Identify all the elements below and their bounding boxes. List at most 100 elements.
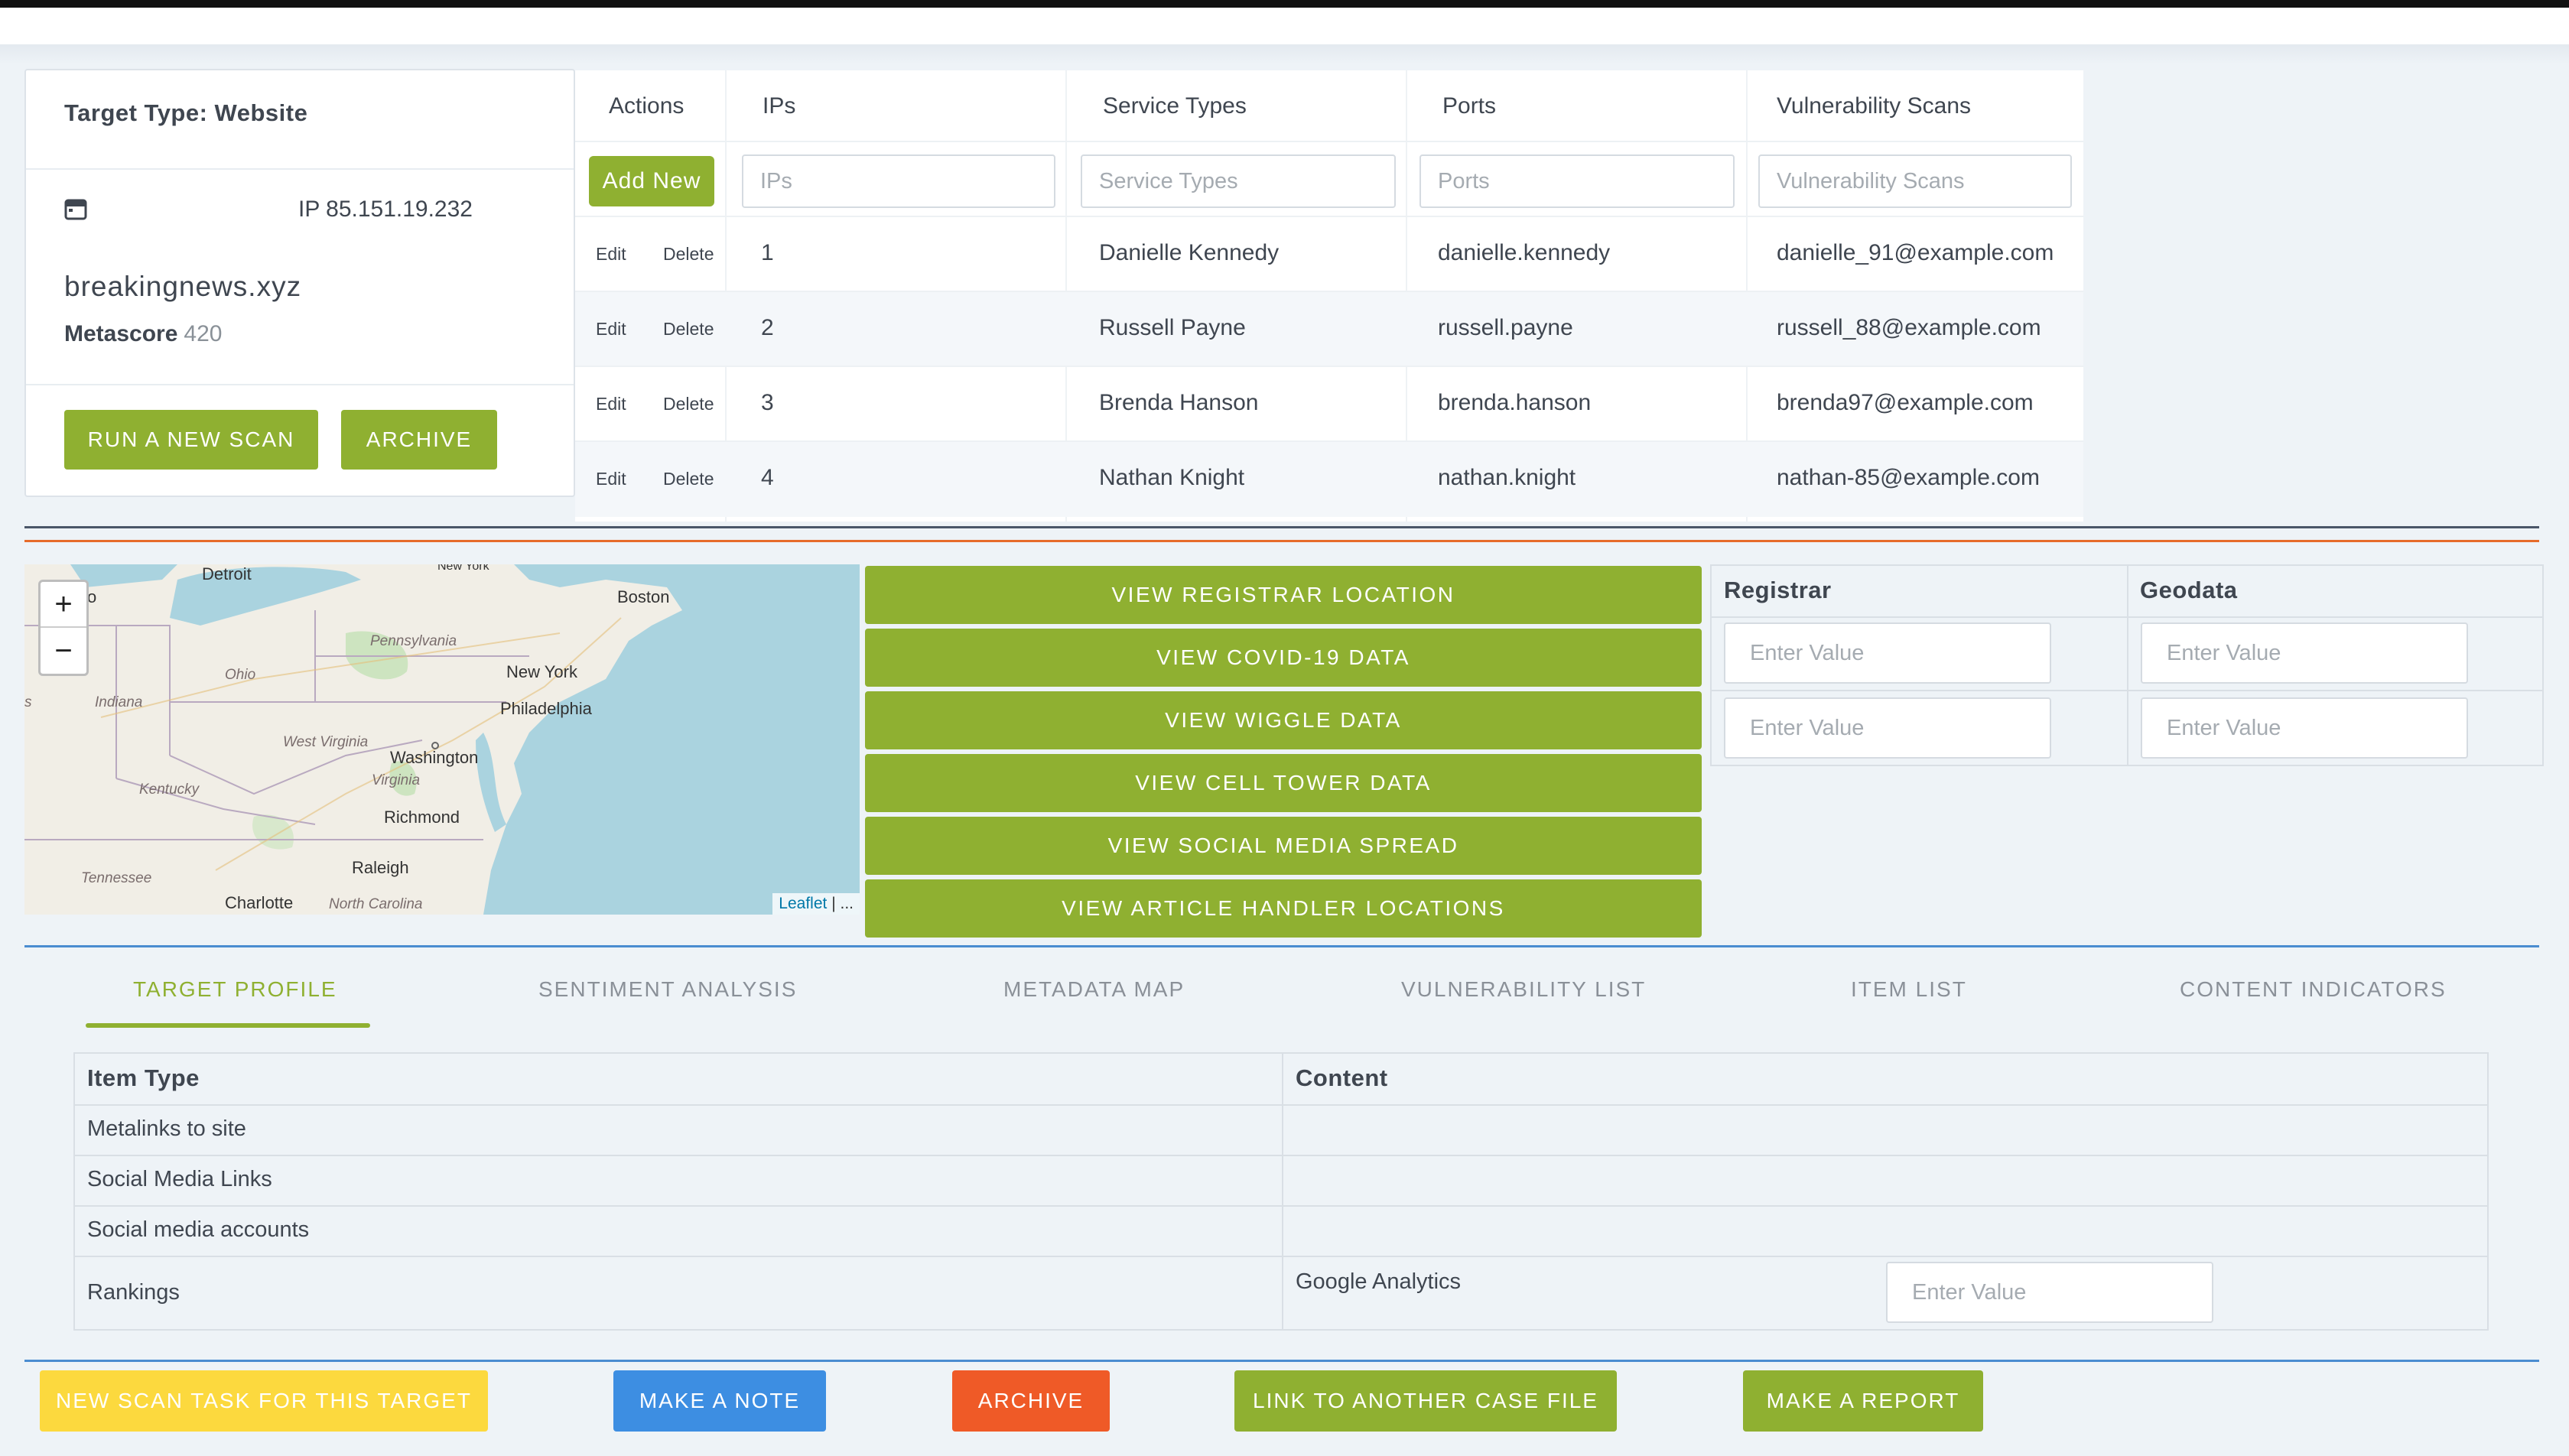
view-wiggle-data-button[interactable]: VIEW WIGGLE DATA (865, 691, 1702, 749)
delete-button[interactable]: Delete (663, 319, 714, 339)
vulnerability-scans-filter-input[interactable] (1758, 154, 2072, 208)
zoom-control: + − (38, 580, 89, 676)
item-type-header: Item Type (87, 1064, 200, 1091)
row-divider (75, 1104, 2487, 1106)
google-analytics-input[interactable] (1886, 1262, 2213, 1323)
run-new-scan-button[interactable]: RUN A NEW SCAN (64, 410, 318, 470)
item-type-cell: Social media accounts (87, 1217, 310, 1242)
edit-button[interactable]: Edit (596, 469, 626, 489)
view-article-handler-locations-button[interactable]: VIEW ARTICLE HANDLER LOCATIONS (865, 879, 1702, 938)
item-type-cell: Rankings (87, 1280, 180, 1305)
tab-sentiment-analysis[interactable]: SENTIMENT ANALYSIS (538, 977, 798, 1001)
washington-marker (431, 742, 439, 749)
view-covid-data-button[interactable]: VIEW COVID-19 DATA (865, 629, 1702, 687)
header-actions: Actions (609, 93, 685, 119)
top-header-band (0, 8, 2569, 44)
ip-table: Actions IPs Service Types Ports Vulnerab… (575, 70, 2083, 522)
ip-cell: 1 (761, 240, 774, 265)
port-cell: danielle.kennedy (1438, 240, 1611, 265)
map-state-label: West Virginia (283, 734, 369, 750)
content-header: Content (1296, 1064, 1388, 1091)
metascore: Metascore 420 (64, 321, 222, 347)
registrar-header: Registrar (1724, 577, 1832, 603)
header-service-types[interactable]: Service Types (1103, 93, 1247, 119)
section-divider (24, 945, 2539, 947)
map-city-label: Richmond (384, 808, 460, 827)
leaflet-link[interactable]: Leaflet (779, 895, 828, 912)
view-cell-tower-data-button[interactable]: VIEW CELL TOWER DATA (865, 754, 1702, 812)
registrar-value-input[interactable] (1724, 697, 2051, 759)
active-tab-indicator (86, 1023, 370, 1028)
target-type-label: Target Type: Website (64, 99, 308, 126)
edit-button[interactable]: Edit (596, 244, 626, 264)
table-row: Edit Delete 3 Brenda Hanson brenda.hanso… (575, 367, 2083, 442)
map-tiles (24, 564, 860, 915)
header-ips[interactable]: IPs (763, 93, 796, 119)
map-city-label: New York (506, 662, 577, 681)
zoom-out-button[interactable]: − (54, 633, 73, 668)
service-cell: Brenda Hanson (1099, 390, 1259, 415)
geodata-value-input[interactable] (2141, 622, 2468, 684)
header-vulnerability-scans[interactable]: Vulnerability Scans (1777, 93, 1972, 119)
map-city-label: Boston (617, 587, 670, 606)
make-note-button[interactable]: MAKE A NOTE (613, 1370, 826, 1432)
registrar-value-input[interactable] (1724, 622, 2051, 684)
row-divider (75, 1155, 2487, 1156)
geodata-value-input[interactable] (2141, 697, 2468, 759)
view-registrar-location-button[interactable]: VIEW REGISTRAR LOCATION (865, 566, 1702, 624)
map-city-label: Raleigh (352, 858, 409, 877)
map-state-label: Virginia (372, 772, 421, 788)
map-state-label: Indiana (95, 694, 143, 710)
attribution-rest: | ... (827, 895, 854, 912)
delete-button[interactable]: Delete (663, 469, 714, 489)
map-attribution: Leaflet | ... (772, 893, 860, 915)
calendar-icon (64, 199, 87, 220)
tab-target-profile[interactable]: TARGET PROFILE (133, 977, 337, 1001)
table-row: Edit Delete 4 Nathan Knight nathan.knigh… (575, 442, 2083, 517)
tab-metadata-map[interactable]: METADATA MAP (1003, 977, 1185, 1001)
view-social-media-spread-button[interactable]: VIEW SOCIAL MEDIA SPREAD (865, 817, 1702, 875)
row-divider (575, 141, 2083, 142)
service-types-filter-input[interactable] (1081, 154, 1396, 208)
edit-button[interactable]: Edit (596, 319, 626, 339)
table-row: Edit Delete 1 Danielle Kennedy danielle.… (575, 217, 2083, 292)
target-domain: breakingnews.xyz (64, 271, 302, 302)
edit-button[interactable]: Edit (596, 394, 626, 414)
ip-cell: 4 (761, 465, 774, 490)
tab-content-indicators[interactable]: CONTENT INDICATORS (2180, 977, 2447, 1001)
add-new-button[interactable]: Add New (589, 156, 714, 206)
row-divider (75, 1256, 2487, 1257)
section-divider (24, 526, 2539, 528)
delete-button[interactable]: Delete (663, 394, 714, 414)
archive-target-button[interactable]: ARCHIVE (341, 410, 497, 470)
ports-filter-input[interactable] (1419, 154, 1735, 208)
new-scan-task-button[interactable]: NEW SCAN TASK FOR THIS TARGET (40, 1370, 488, 1432)
link-case-file-button[interactable]: LINK TO ANOTHER CASE FILE (1234, 1370, 1617, 1432)
port-cell: nathan.knight (1438, 465, 1576, 490)
scan-cell: brenda97@example.com (1777, 390, 2034, 415)
make-report-button[interactable]: MAKE A REPORT (1743, 1370, 1983, 1432)
row-divider (575, 216, 2083, 217)
google-analytics-label: Google Analytics (1296, 1269, 1462, 1294)
tab-item-list[interactable]: ITEM LIST (1851, 977, 1967, 1001)
tab-vulnerability-list[interactable]: VULNERABILITY LIST (1401, 977, 1647, 1001)
map-city-label: Washington (390, 748, 479, 767)
map[interactable]: Detroit New York Boston New York Philade… (24, 564, 860, 915)
service-cell: Nathan Knight (1099, 465, 1245, 490)
port-cell: brenda.hanson (1438, 390, 1592, 415)
map-city-label: Philadelphia (500, 699, 592, 718)
header-ports[interactable]: Ports (1442, 93, 1497, 119)
ips-filter-input[interactable] (742, 154, 1055, 208)
map-state-label: Kentucky (139, 782, 200, 798)
registrar-geodata-table: Registrar Geodata (1710, 564, 2544, 766)
map-state-label: Ohio (225, 667, 256, 683)
row-divider (575, 291, 2083, 292)
scan-cell: nathan-85@example.com (1777, 465, 2040, 490)
row-divider (1712, 616, 2542, 618)
metascore-label: Metascore (64, 321, 178, 346)
archive-button[interactable]: ARCHIVE (952, 1370, 1110, 1432)
zoom-in-button[interactable]: + (41, 582, 86, 628)
delete-button[interactable]: Delete (663, 244, 714, 264)
item-type-cell: Metalinks to site (87, 1116, 246, 1141)
map-state-label: Pennsylvania (370, 633, 457, 649)
